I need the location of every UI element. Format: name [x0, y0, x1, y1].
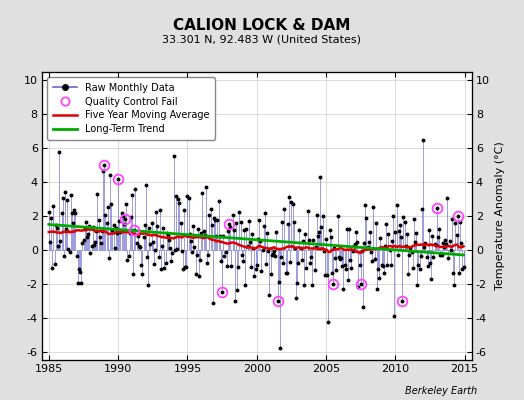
Text: Berkeley Earth: Berkeley Earth	[405, 386, 477, 396]
Y-axis label: Temperature Anomaly (°C): Temperature Anomaly (°C)	[495, 142, 505, 290]
Text: CALION LOCK & DAM: CALION LOCK & DAM	[173, 18, 351, 33]
Legend: Raw Monthly Data, Quality Control Fail, Five Year Moving Average, Long-Term Tren: Raw Monthly Data, Quality Control Fail, …	[47, 77, 215, 140]
Text: 33.301 N, 92.483 W (United States): 33.301 N, 92.483 W (United States)	[162, 34, 362, 44]
